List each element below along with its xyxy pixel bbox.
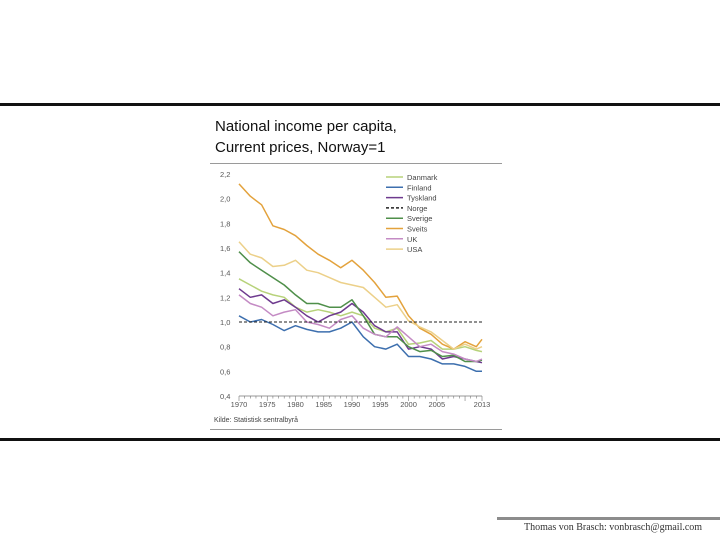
y-tick-label: 2,2 xyxy=(220,170,230,179)
y-tick-label: 1,4 xyxy=(220,269,230,278)
legend-label-usa: USA xyxy=(407,245,422,254)
x-tick-label: 1970 xyxy=(231,400,248,409)
x-tick-label: 2013 xyxy=(474,400,491,409)
legend-label-norge: Norge xyxy=(407,204,427,213)
x-tick-label: 2000 xyxy=(400,400,417,409)
legend-label-tyskland: Tyskland xyxy=(407,194,437,203)
y-tick-label: 1,2 xyxy=(220,293,230,302)
title-line-2: Current prices, Norway=1 xyxy=(215,139,386,156)
y-tick-label: 0,8 xyxy=(220,343,230,352)
series-line-tyskland xyxy=(238,288,483,364)
x-tick-label: 1990 xyxy=(344,400,361,409)
income-line-chart: 0,40,60,81,01,21,41,61,82,02,2 1970 1975 1… xyxy=(214,170,491,424)
legend-label-finland: Finland xyxy=(407,183,432,192)
x-tick-label: 1985 xyxy=(315,400,332,409)
y-tick-label: 0,6 xyxy=(220,367,230,376)
chart-top-border xyxy=(210,163,502,164)
series-line-usa xyxy=(238,241,483,350)
x-tick-label: 1975 xyxy=(259,400,276,409)
series-line-uk xyxy=(238,294,483,363)
y-tick-label: 0,4 xyxy=(220,392,230,401)
y-tick-label: 1,0 xyxy=(220,318,230,327)
series-line-finland xyxy=(238,315,482,373)
bottom-rule xyxy=(0,438,720,441)
series-line-sverige xyxy=(238,251,483,363)
legend-label-sveits: Sveits xyxy=(407,225,428,234)
x-tick-label: 1980 xyxy=(287,400,304,409)
legend-label-uk: UK xyxy=(407,235,417,244)
chart-source: Kilde: Statistisk sentralbyrå xyxy=(214,416,298,424)
x-tick-label: 1995 xyxy=(372,400,389,409)
footer-rule xyxy=(497,517,720,520)
x-tick-label: 2005 xyxy=(428,400,445,409)
x-axis: 1970 1975 1980 1985 1990 1995 2000 2005 2013 xyxy=(231,395,491,409)
top-rule xyxy=(0,103,720,106)
y-tick-label: 1,8 xyxy=(220,219,230,228)
series-lines xyxy=(238,183,483,373)
chart-bottom-border xyxy=(210,429,502,430)
footer-credit: Thomas von Brasch: vonbrasch@gmail.com xyxy=(524,522,703,533)
y-axis: 0,4 0,6 0,8 1,0 1,2 1,4 1,6 1,8 2,0 2,2 xyxy=(220,170,230,401)
legend-label-danmark: Danmark xyxy=(407,173,438,182)
title-line-1: National income per capita, xyxy=(215,118,397,135)
series-line-sveits xyxy=(238,183,483,350)
legend-label-sverige: Sverige xyxy=(407,214,432,223)
y-tick-label: 2,0 xyxy=(220,195,230,204)
slide-title: National income per capita, Current pric… xyxy=(215,116,397,158)
y-tick-label: 1,6 xyxy=(220,244,230,253)
